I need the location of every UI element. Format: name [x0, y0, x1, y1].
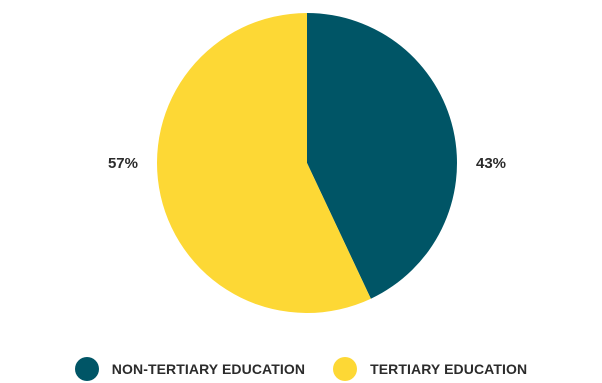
legend: NON-TERTIARY EDUCATION TERTIARY EDUCATIO…: [0, 355, 602, 383]
legend-swatch-non-tertiary: [74, 357, 99, 381]
pie-slices: [157, 13, 457, 313]
pie-slice-non-tertiary-education: [307, 13, 457, 299]
slice-label-non-tertiary: 43%: [476, 155, 506, 172]
slice-label-tertiary: 57%: [108, 155, 138, 172]
legend-label-non-tertiary: NON-TERTIARY EDUCATION: [111, 361, 306, 377]
pie-slice-tertiary-education: [157, 13, 371, 313]
legend-label-tertiary: TERTIARY EDUCATION: [370, 361, 528, 377]
legend-swatch-tertiary: [333, 357, 358, 381]
pie-chart: 43% 57%: [108, 13, 506, 313]
legend-item-tertiary: TERTIARY EDUCATION: [333, 357, 527, 381]
legend-item-non-tertiary: NON-TERTIARY EDUCATION: [74, 357, 306, 381]
